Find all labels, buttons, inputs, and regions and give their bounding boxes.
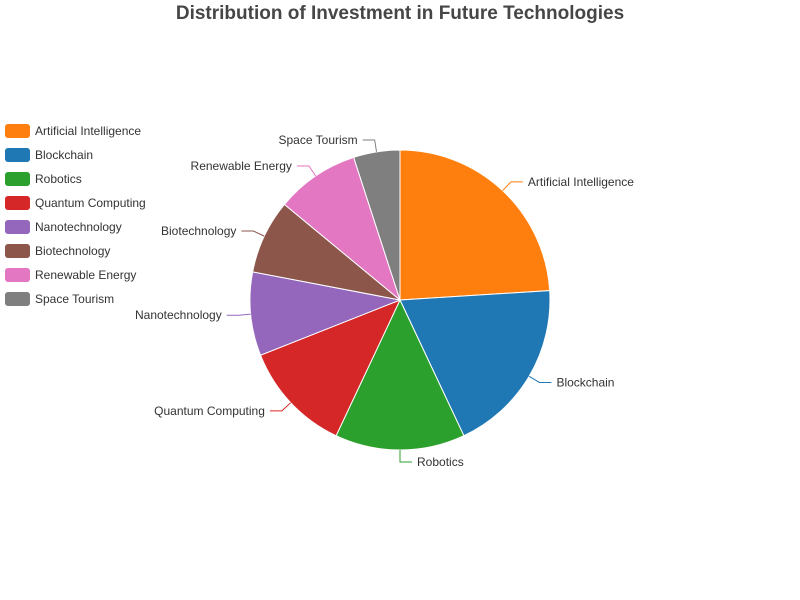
legend-item-space-tourism[interactable]: Space Tourism xyxy=(5,292,114,306)
chart-title: Distribution of Investment in Future Tec… xyxy=(176,3,624,24)
legend-item-blockchain[interactable]: Blockchain xyxy=(5,148,93,162)
legend-label: Nanotechnology xyxy=(35,220,122,234)
legend-label: Renewable Energy xyxy=(35,268,136,282)
legend-label: Space Tourism xyxy=(35,292,114,306)
slice-label-nanotechnology: Nanotechnology xyxy=(135,308,222,322)
leader-line-blockchain xyxy=(528,375,552,383)
pie-slice-nanotechnology[interactable] xyxy=(249,271,402,356)
legend-item-nanotechnology[interactable]: Nanotechnology xyxy=(5,220,122,234)
legend-item-quantum-computing[interactable]: Quantum Computing xyxy=(5,196,146,210)
slice-label-robotics: Robotics xyxy=(417,455,464,469)
leader-line-quantum-computing xyxy=(269,402,291,412)
slice-label-quantum-computing: Quantum Computing xyxy=(154,404,265,418)
legend-item-robotics[interactable]: Robotics xyxy=(5,172,82,186)
slice-label-space-tourism: Space Tourism xyxy=(279,133,358,147)
slice-label-biotechnology: Biotechnology xyxy=(161,224,236,238)
legend-swatch xyxy=(5,220,30,234)
legend-label: Biotechnology xyxy=(35,244,110,258)
pie-slice-space-tourism[interactable] xyxy=(353,149,401,301)
legend-swatch xyxy=(5,244,30,258)
legend-swatch xyxy=(5,172,30,186)
pie-slice-artificial-intelligence[interactable] xyxy=(399,149,551,301)
legend-item-renewable-energy[interactable]: Renewable Energy xyxy=(5,268,136,282)
leader-line-artificial-intelligence xyxy=(502,181,523,191)
leader-line-nanotechnology xyxy=(226,313,251,316)
legend: Artificial Intelligence Blockchain Robotic… xyxy=(5,124,146,306)
leader-line-renewable-energy xyxy=(296,165,317,177)
leader-line-biotechnology xyxy=(241,230,265,237)
legend-label: Quantum Computing xyxy=(35,196,146,210)
slice-label-artificial-intelligence: Artificial Intelligence xyxy=(528,175,634,189)
slice-labels: Artificial Intelligence Blockchain Robotic… xyxy=(135,133,634,469)
pie-slice-renewable-energy[interactable] xyxy=(283,156,402,302)
pie-slice-robotics[interactable] xyxy=(335,298,465,451)
pie-slice-blockchain[interactable] xyxy=(399,290,551,437)
legend-swatch xyxy=(5,268,30,282)
legend-swatch xyxy=(5,292,30,306)
leader-line-robotics xyxy=(399,450,412,463)
legend-label: Blockchain xyxy=(35,148,93,162)
legend-item-biotechnology[interactable]: Biotechnology xyxy=(5,244,110,258)
pie-slices xyxy=(249,149,551,451)
slice-label-blockchain: Blockchain xyxy=(556,375,614,389)
leader-line-space-tourism xyxy=(362,139,378,152)
legend-label: Artificial Intelligence xyxy=(35,124,141,138)
slice-label-renewable-energy: Renewable Energy xyxy=(191,159,292,173)
legend-swatch xyxy=(5,196,30,210)
legend-label: Robotics xyxy=(35,172,82,186)
legend-swatch xyxy=(5,124,30,138)
legend-item-artificial-intelligence[interactable]: Artificial Intelligence xyxy=(5,124,141,138)
pie-slice-quantum-computing[interactable] xyxy=(259,299,401,437)
legend-swatch xyxy=(5,148,30,162)
